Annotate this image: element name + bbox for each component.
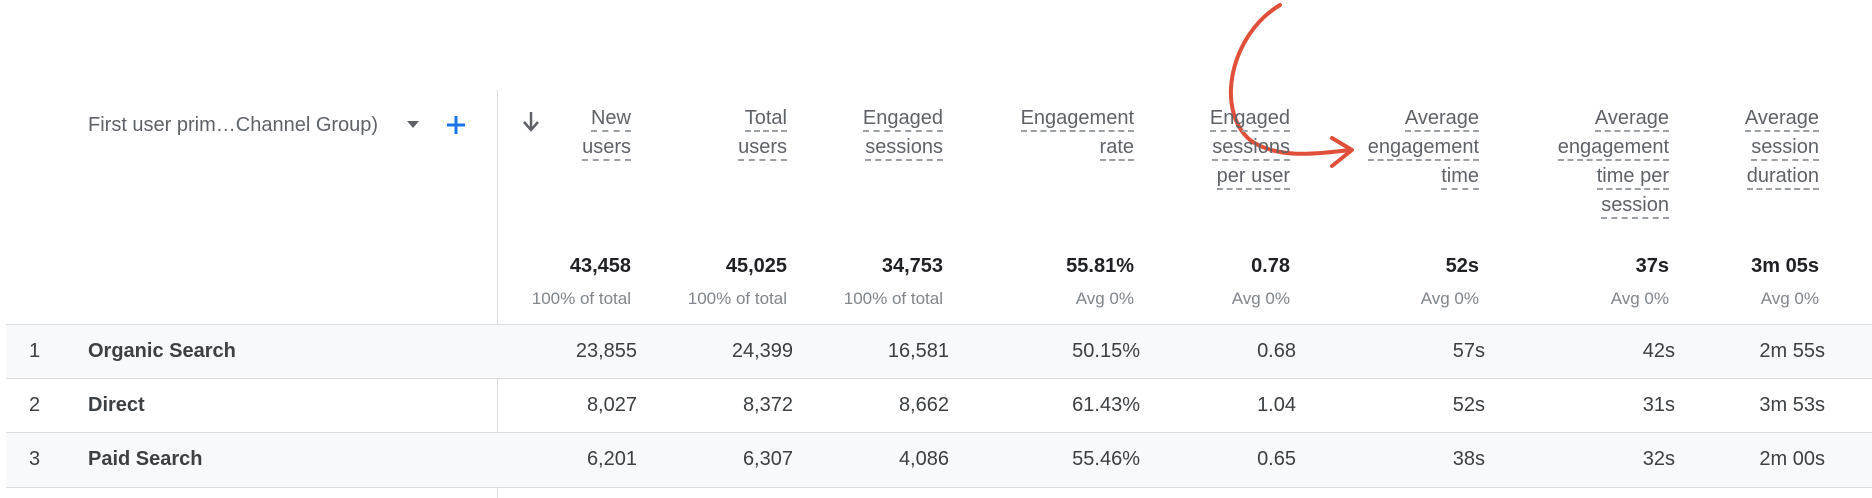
column-header-engagement-rate[interactable]: Engagement rate bbox=[1020, 106, 1134, 164]
dimension-selector[interactable]: First user prim…Channel Group) bbox=[88, 113, 379, 136]
header-line: duration bbox=[1746, 165, 1819, 190]
header-line: session bbox=[1601, 194, 1669, 219]
arrow-down-icon[interactable] bbox=[521, 110, 541, 134]
cell-engagement-rate: 50.15% bbox=[1072, 340, 1140, 362]
cell-total-users: 24,399 bbox=[731, 340, 793, 362]
column-header-engaged-sessions[interactable]: Engaged sessions bbox=[862, 106, 943, 164]
dimension-header: First user prim…Channel Group) bbox=[88, 110, 498, 140]
row-index: 3 bbox=[29, 448, 41, 470]
cell-engaged-sessions: 4,086 bbox=[898, 448, 949, 470]
total-sub-average-engagement-time-per-session: Avg 0% bbox=[1610, 289, 1669, 308]
cell-average-engagement-time: 38s bbox=[1452, 448, 1485, 470]
cell-engagement-rate: 61.43% bbox=[1072, 394, 1140, 416]
cell-engaged-sessions-per-user: 0.65 bbox=[1257, 448, 1296, 470]
cell-engaged-sessions: 8,662 bbox=[898, 394, 949, 416]
header-line: engagement bbox=[1367, 136, 1479, 161]
caret-down-icon[interactable] bbox=[406, 118, 420, 132]
header-line: Average bbox=[1404, 107, 1479, 132]
cell-average-engagement-time-per-session: 42s bbox=[1642, 340, 1675, 362]
column-header-total-users[interactable]: Total users bbox=[738, 106, 787, 164]
table-row[interactable]: 3 Paid Search 6,201 6,307 4,086 55.46% 0… bbox=[6, 432, 1872, 488]
table-row[interactable]: 2 Direct 8,027 8,372 8,662 61.43% 1.04 5… bbox=[6, 378, 1872, 433]
total-sub-engagement-rate: Avg 0% bbox=[1075, 289, 1134, 308]
header-line: Engaged bbox=[862, 107, 943, 132]
column-header-new-users[interactable]: New users bbox=[582, 106, 631, 164]
cell-average-engagement-time-per-session: 32s bbox=[1642, 448, 1675, 470]
table-row[interactable]: 1 Organic Search 23,855 24,399 16,581 50… bbox=[6, 324, 1872, 379]
total-total-users: 45,025 bbox=[725, 255, 787, 277]
plus-icon[interactable] bbox=[443, 112, 469, 138]
header-line: per user bbox=[1216, 165, 1290, 190]
cell-engaged-sessions-per-user: 1.04 bbox=[1257, 394, 1296, 416]
header-line: Average bbox=[1744, 107, 1819, 132]
header-line: Average bbox=[1594, 107, 1669, 132]
column-header-average-engagement-time[interactable]: Average engagement time bbox=[1367, 106, 1479, 193]
total-average-engagement-time-per-session: 37s bbox=[1635, 255, 1669, 277]
row-dimension-value: Direct bbox=[88, 394, 145, 416]
cell-total-users: 6,307 bbox=[742, 448, 793, 470]
row-dimension-value: Organic Search bbox=[88, 340, 236, 362]
header-line: Engagement bbox=[1020, 107, 1134, 132]
cell-new-users: 6,201 bbox=[586, 448, 637, 470]
cell-average-session-duration: 2m 00s bbox=[1759, 448, 1825, 470]
total-sub-average-session-duration: Avg 0% bbox=[1760, 289, 1819, 308]
total-sub-total-users: 100% of total bbox=[687, 289, 787, 308]
cell-total-users: 8,372 bbox=[742, 394, 793, 416]
cell-average-engagement-time-per-session: 31s bbox=[1642, 394, 1675, 416]
column-header-average-session-duration[interactable]: Average session duration bbox=[1744, 106, 1819, 193]
header-line: users bbox=[582, 136, 631, 161]
total-engaged-sessions-per-user: 0.78 bbox=[1251, 255, 1290, 277]
cell-new-users: 23,855 bbox=[575, 340, 637, 362]
row-index: 2 bbox=[29, 394, 41, 416]
cell-engagement-rate: 55.46% bbox=[1072, 448, 1140, 470]
cell-average-session-duration: 2m 55s bbox=[1759, 340, 1825, 362]
column-header-engaged-sessions-per-user[interactable]: Engaged sessions per user bbox=[1209, 106, 1290, 193]
total-sub-average-engagement-time: Avg 0% bbox=[1420, 289, 1479, 308]
total-sub-new-users: 100% of total bbox=[531, 289, 631, 308]
cell-average-engagement-time: 52s bbox=[1452, 394, 1485, 416]
header-line: rate bbox=[1099, 136, 1134, 161]
cell-new-users: 8,027 bbox=[586, 394, 637, 416]
column-divider bbox=[497, 90, 498, 498]
header-line: time bbox=[1441, 165, 1479, 190]
row-index: 1 bbox=[29, 340, 41, 362]
total-engagement-rate: 55.81% bbox=[1066, 255, 1134, 277]
cell-engaged-sessions-per-user: 0.68 bbox=[1257, 340, 1296, 362]
cell-average-engagement-time: 57s bbox=[1452, 340, 1485, 362]
cell-average-session-duration: 3m 53s bbox=[1759, 394, 1825, 416]
header-line: New bbox=[590, 107, 631, 132]
total-new-users: 43,458 bbox=[569, 255, 631, 277]
total-average-session-duration: 3m 05s bbox=[1751, 255, 1819, 277]
header-line: users bbox=[738, 136, 787, 161]
column-header-average-engagement-time-per-session[interactable]: Average engagement time per session bbox=[1557, 106, 1669, 222]
header-line: Total bbox=[744, 107, 787, 132]
total-sub-engaged-sessions-per-user: Avg 0% bbox=[1231, 289, 1290, 308]
header-line: time per bbox=[1596, 165, 1669, 190]
row-dimension-value: Paid Search bbox=[88, 448, 203, 470]
header-line: sessions bbox=[865, 136, 943, 161]
header-line: engagement bbox=[1557, 136, 1669, 161]
total-sub-engaged-sessions: 100% of total bbox=[843, 289, 943, 308]
total-average-engagement-time: 52s bbox=[1445, 255, 1479, 277]
total-engaged-sessions: 34,753 bbox=[881, 255, 943, 277]
header-line: sessions bbox=[1212, 136, 1290, 161]
header-line: session bbox=[1751, 136, 1819, 161]
header-line: Engaged bbox=[1209, 107, 1290, 132]
cell-engaged-sessions: 16,581 bbox=[887, 340, 949, 362]
